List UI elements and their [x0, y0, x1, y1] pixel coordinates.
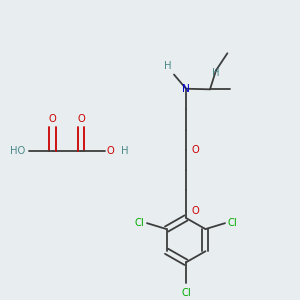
Text: HO: HO — [10, 146, 25, 156]
Text: O: O — [192, 145, 200, 155]
Text: H: H — [122, 146, 129, 156]
Text: O: O — [192, 206, 200, 216]
Text: H: H — [164, 61, 172, 71]
Text: N: N — [182, 84, 190, 94]
Text: O: O — [49, 114, 56, 124]
Text: Cl: Cl — [228, 218, 238, 228]
Text: Cl: Cl — [181, 288, 191, 298]
Text: O: O — [77, 114, 85, 124]
Text: H: H — [212, 68, 220, 78]
Text: Cl: Cl — [134, 218, 144, 228]
Text: O: O — [107, 146, 115, 156]
